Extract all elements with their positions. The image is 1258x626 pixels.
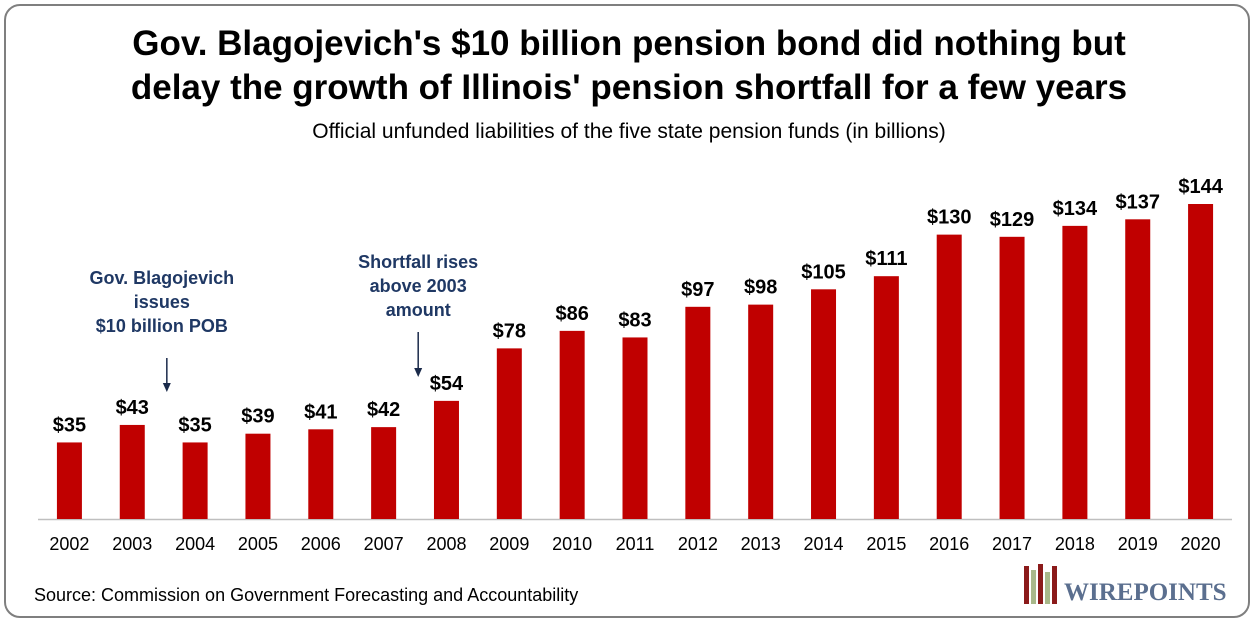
data-label-2016: $130 — [927, 207, 972, 229]
bar-2015 — [873, 276, 899, 519]
bar-2002 — [56, 442, 82, 519]
x-tick-label-2018: 2018 — [1055, 534, 1095, 554]
annotation-2-arrow-head — [414, 368, 423, 377]
data-label-2020: $144 — [1178, 176, 1223, 198]
data-label-2005: $39 — [241, 406, 274, 428]
chart-subtitle: Official unfunded liabilities of the fiv… — [312, 120, 946, 143]
bar-2012 — [685, 306, 711, 519]
annotation-1-line-3: $10 billion POB — [96, 316, 228, 336]
data-label-2019: $137 — [1115, 191, 1160, 213]
x-tick-label-2015: 2015 — [866, 534, 906, 554]
bar-2006 — [308, 429, 334, 519]
data-label-2011: $83 — [618, 309, 651, 331]
source-note: Source: Commission on Government Forecas… — [34, 585, 579, 605]
wirepoints-logo: WIREPOINTS — [1024, 564, 1227, 606]
data-label-2017: $129 — [990, 209, 1035, 231]
annotation-2-line-2: above 2003 — [370, 276, 467, 296]
wirepoints-logo-text: WIREPOINTS — [1064, 579, 1227, 606]
bar-2019 — [1125, 219, 1151, 519]
x-tick-label-2005: 2005 — [238, 534, 278, 554]
data-label-2004: $35 — [178, 414, 211, 436]
data-label-2010: $86 — [555, 303, 588, 325]
bar-2017 — [999, 236, 1025, 519]
x-tick-label-2012: 2012 — [678, 534, 718, 554]
bar-2004 — [182, 442, 208, 519]
chart-title-line-1: Gov. Blagojevich's $10 billion pension b… — [132, 24, 1126, 63]
bar-2005 — [245, 433, 271, 519]
data-label-2013: $98 — [744, 277, 777, 299]
chart-title: Gov. Blagojevich's $10 billion pension b… — [0, 22, 1258, 110]
data-label-2014: $105 — [801, 261, 846, 283]
data-label-2007: $42 — [367, 399, 400, 421]
annotation-1-line-2: issues — [134, 292, 190, 312]
data-label-2015: $111 — [865, 248, 907, 270]
x-tick-label-2010: 2010 — [552, 534, 592, 554]
x-tick-label-2006: 2006 — [301, 534, 341, 554]
annotation-1-line-1: Gov. Blagojevich — [89, 268, 234, 288]
data-label-2012: $97 — [681, 279, 714, 301]
x-tick-label-2007: 2007 — [364, 534, 404, 554]
wirepoints-logo-mark — [1024, 564, 1057, 604]
annotation-2-line-1: Shortfall rises — [358, 252, 478, 272]
data-label-2003: $43 — [116, 397, 149, 419]
x-tick-label-2011: 2011 — [616, 534, 655, 554]
bar-2020 — [1188, 204, 1214, 519]
x-tick-label-2019: 2019 — [1118, 534, 1158, 554]
x-tick-label-2002: 2002 — [49, 534, 89, 554]
x-tick-label-2016: 2016 — [929, 534, 969, 554]
bar-2010 — [559, 330, 585, 519]
bar-2018 — [1062, 225, 1088, 519]
x-tick-label-2014: 2014 — [804, 534, 844, 554]
x-tick-label-2013: 2013 — [741, 534, 781, 554]
data-label-2002: $35 — [53, 414, 86, 436]
bar-2003 — [119, 424, 145, 519]
data-label-2018: $134 — [1053, 198, 1098, 220]
x-tick-label-2004: 2004 — [175, 534, 215, 554]
x-tick-label-2008: 2008 — [426, 534, 466, 554]
bar-2011 — [622, 337, 648, 519]
bar-2016 — [936, 234, 962, 519]
x-tick-label-2017: 2017 — [992, 534, 1032, 554]
annotation-1-arrow-head — [162, 383, 171, 392]
bar-2013 — [748, 304, 774, 519]
annotation-2-line-3: amount — [386, 300, 451, 320]
data-label-2009: $78 — [493, 320, 526, 342]
x-tick-label-2009: 2009 — [489, 534, 529, 554]
x-tick-label-2003: 2003 — [112, 534, 152, 554]
bar-2008 — [433, 400, 459, 519]
bar-2014 — [811, 289, 837, 519]
data-label-2006: $41 — [304, 401, 337, 423]
bar-2007 — [371, 427, 397, 519]
bar-2009 — [496, 348, 522, 519]
x-tick-label-2020: 2020 — [1181, 534, 1221, 554]
data-label-2008: $54 — [430, 373, 464, 395]
chart-title-line-2: delay the growth of Illinois' pension sh… — [130, 68, 1128, 107]
